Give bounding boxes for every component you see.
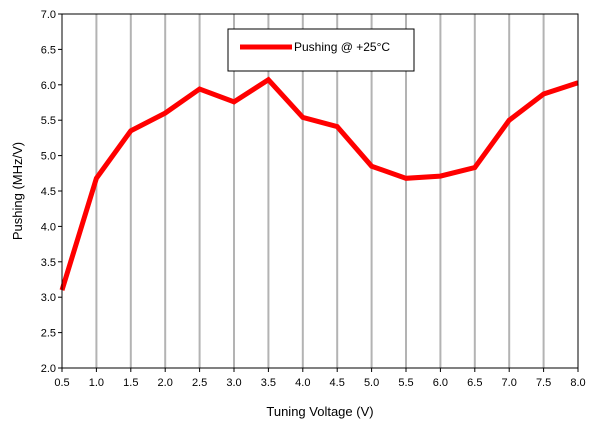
- legend: Pushing @ +25°C: [227, 28, 415, 72]
- x-axis: 0.5 1.0 1.5 2.0 2.5 3.0 3.5 4.0 4.5 5.0 5.5 6.0 6.5 7…: [54, 368, 586, 389]
- y-axis: 2.0 2.5 3.0 3.5 4.0 4.5 5.0 5.5 6.0 6.5 7.0: [41, 9, 62, 375]
- x-tick-label: 7.0: [502, 377, 517, 389]
- x-tick-label: 6.5: [467, 377, 482, 389]
- x-tick-label: 7.5: [536, 377, 551, 389]
- x-tick-label: 8.0: [570, 377, 585, 389]
- x-tick-label: 0.5: [54, 377, 69, 389]
- y-tick-label: 5.0: [41, 151, 56, 163]
- x-tick-label: 3.0: [226, 377, 241, 389]
- grid: [95, 14, 545, 368]
- series-layer: [59, 76, 579, 291]
- y-tick-label: 3.0: [41, 292, 56, 304]
- x-tick-label: 3.5: [261, 377, 276, 389]
- x-tick-label: 1.5: [123, 377, 138, 389]
- y-tick-label: 7.0: [41, 9, 56, 21]
- y-tick-label: 5.5: [41, 115, 56, 127]
- x-tick-label: 5.5: [398, 377, 413, 389]
- y-tick-label: 4.5: [41, 186, 56, 198]
- legend-box: [227, 28, 415, 72]
- series-line: [59, 76, 579, 291]
- x-axis-title: Tuning Voltage (V): [266, 404, 373, 419]
- y-axis-title: Pushing (MHz/V): [10, 142, 25, 240]
- x-tick-label: 2.0: [158, 377, 173, 389]
- x-tick-label: 6.0: [433, 377, 448, 389]
- x-tick-label: 2.5: [192, 377, 207, 389]
- x-tick-label: 4.0: [295, 377, 310, 389]
- x-tick-label: 1.0: [89, 377, 104, 389]
- y-tick-label: 2.5: [41, 328, 56, 340]
- x-tick-label: 5.0: [364, 377, 379, 389]
- y-tick-label: 6.0: [41, 80, 56, 92]
- x-tick-label: 4.5: [330, 377, 345, 389]
- y-tick-label: 4.0: [41, 221, 56, 233]
- y-tick-label: 2.0: [41, 363, 56, 375]
- y-tick-label: 3.5: [41, 257, 56, 269]
- y-tick-label: 6.5: [41, 44, 56, 56]
- legend-label: Pushing @ +25°C: [294, 40, 390, 54]
